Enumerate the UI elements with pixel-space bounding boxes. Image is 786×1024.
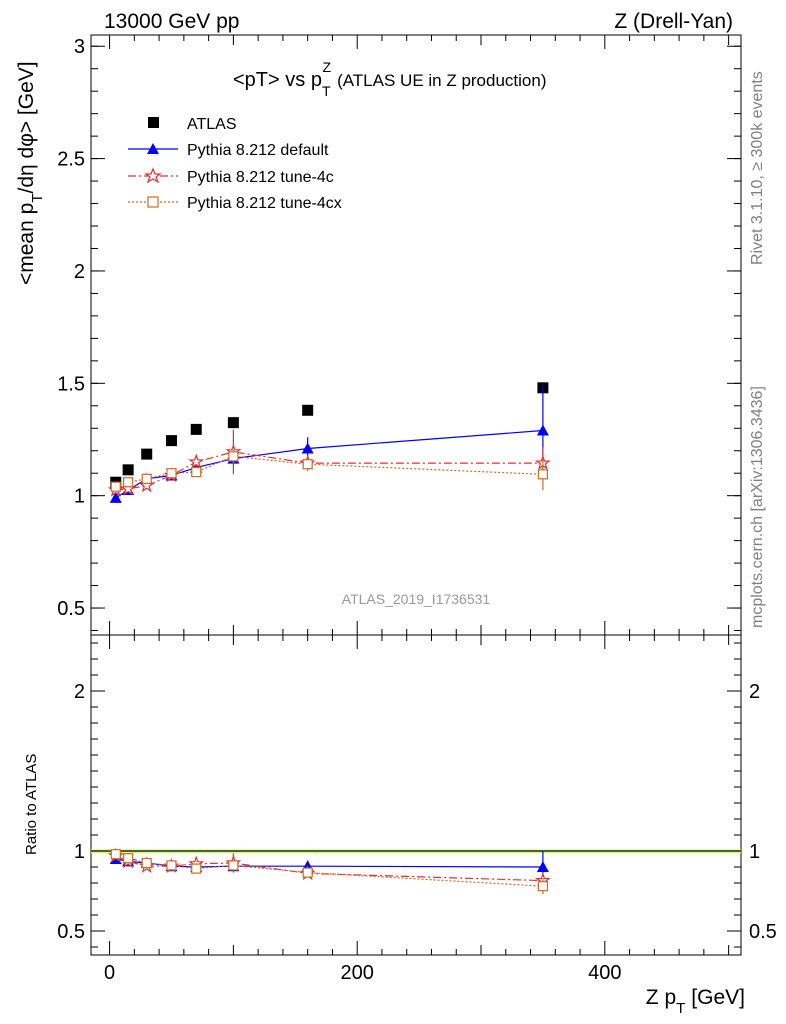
main-y-axis-ticks: 0.5 1 1.5 2 2.5 3 — [57, 36, 741, 632]
main-point-pythia-8-212-tune-4cx — [191, 466, 202, 478]
main-series-pythia-8-212-tune-4cx — [110, 449, 549, 492]
ratio-line-pythia-8-212-tune-4cx — [115, 853, 543, 887]
ratio-y-tick-label: 1 — [74, 841, 85, 863]
legend-atlas-label: ATLAS — [187, 116, 237, 133]
rivet-version-label: Rivet 3.1.10, ≥ 300k events — [749, 71, 766, 265]
ratio-point-pythia-8-212-tune-4cx — [110, 849, 121, 860]
ratio-point-pythia-8-212-tune-4cx — [123, 853, 134, 864]
main-line-pythia-8-212-tune-4c — [115, 451, 543, 491]
ratio-point-pythia-8-212-tune-4cx — [537, 881, 549, 892]
ratio-y-tick-label-right: 1 — [749, 841, 760, 863]
ratio-y-axis-label: Ratio to ATLAS — [23, 754, 40, 855]
main-point-pythia-8-212-tune-4cx — [302, 459, 313, 470]
x-tick-label: 200 — [341, 962, 374, 984]
main-y-tick-label: 0.5 — [57, 598, 85, 620]
main-point-pythia-8-212-tune-4cx — [537, 469, 549, 480]
legend-entry-pythia-default: Pythia 8.212 default — [128, 142, 329, 159]
main-plot-panel: 0.5 1 1.5 2 2.5 3 <pT> vs pTZ(ATLAS UE in Z p… — [15, 34, 742, 636]
ratio-y-axis-ticks: 0.5 0.5 1 1 2 2 — [57, 642, 777, 948]
main-point-atlas — [302, 404, 314, 416]
mcplots-label: mcplots.cern.ch [arXiv:1306.3436] — [749, 386, 766, 628]
main-y-tick-label: 3 — [74, 36, 85, 58]
main-point-pythia-8-212-tune-4cx — [141, 473, 152, 484]
legend-default-label: Pythia 8.212 default — [187, 142, 329, 159]
main-point-atlas — [122, 464, 134, 476]
ratio-series-layer — [107, 847, 551, 895]
analysis-id-watermark: ATLAS_2019_I1736531 — [342, 591, 491, 607]
process-label: Z (Drell-Yan) — [614, 10, 733, 33]
collision-energy-label: 13000 GeV pp — [104, 10, 239, 33]
main-y-tick-label: 1.5 — [57, 373, 85, 395]
x-axis-label: Z pT [GeV] — [646, 986, 745, 1017]
ratio-y-tick-label-right: 0.5 — [749, 921, 777, 943]
ratio-point-pythia-8-212-default — [536, 861, 549, 872]
ratio-series-pythia-8-212-tune-4cx — [110, 849, 549, 895]
main-y-axis-label: <mean pT/dη dφ> [GeV] — [15, 61, 46, 285]
main-point-pythia-8-212-default — [301, 442, 314, 454]
legend-4cx-marker — [147, 196, 159, 208]
legend-entry-atlas: ATLAS — [148, 116, 237, 133]
x-axis-ticks: 0 200 400 — [104, 35, 730, 984]
legend-entry-pythia-tune-4cx: Pythia 8.212 tune-4cx — [128, 195, 342, 212]
ratio-plot-frame — [90, 634, 742, 956]
main-point-pythia-8-212-default — [109, 491, 122, 503]
ratio-point-pythia-8-212-tune-4cx — [228, 860, 239, 871]
ratio-point-pythia-8-212-tune-4cx — [141, 857, 152, 869]
ratio-point-pythia-8-212-tune-4cx — [191, 863, 202, 874]
main-y-tick-label: 2.5 — [57, 149, 85, 171]
legend-default-marker — [147, 143, 159, 154]
main-point-atlas — [227, 417, 239, 429]
legend-atlas-marker — [148, 117, 159, 128]
legend: ATLAS Pythia 8.212 default Pythia 8.212 … — [128, 116, 342, 212]
plot-title: <pT> vs pTZ(ATLAS UE in Z production) — [233, 59, 547, 99]
main-y-tick-label: 1 — [74, 486, 85, 508]
main-point-pythia-8-212-default — [536, 424, 549, 436]
ratio-plot-panel: 0.5 0.5 1 1 2 2 Ratio to ATLAS 0 200 400 Z pT [G… — [23, 35, 777, 1017]
ratio-point-pythia-8-212-tune-4cx — [302, 867, 313, 878]
main-point-pythia-8-212-tune-4cx — [166, 468, 177, 479]
ratio-y-tick-label: 2 — [74, 681, 85, 703]
main-y-tick-label: 2 — [74, 261, 85, 283]
legend-4c-marker — [144, 167, 162, 184]
main-point-atlas — [190, 423, 202, 435]
main-series-layer — [107, 382, 551, 503]
main-line-pythia-8-212-default — [115, 429, 543, 499]
main-point-pythia-8-212-tune-4c — [188, 453, 205, 469]
legend-4cx-label: Pythia 8.212 tune-4cx — [187, 195, 342, 212]
x-tick-label: 400 — [588, 962, 621, 984]
ratio-reference-band — [91, 849, 741, 854]
ratio-y-tick-label: 0.5 — [57, 921, 85, 943]
ratio-line-pythia-8-212-tune-4c — [115, 855, 543, 882]
main-point-atlas — [165, 435, 177, 447]
main-point-pythia-8-212-tune-4cx — [123, 477, 134, 488]
ratio-point-pythia-8-212-tune-4cx — [166, 860, 177, 871]
main-point-pythia-8-212-tune-4cx — [110, 481, 121, 492]
main-point-atlas — [141, 448, 153, 460]
legend-entry-pythia-tune-4c: Pythia 8.212 tune-4c — [128, 167, 334, 186]
ratio-y-tick-label-right: 2 — [749, 681, 760, 703]
main-point-pythia-8-212-tune-4cx — [228, 451, 239, 462]
legend-4c-label: Pythia 8.212 tune-4c — [187, 169, 334, 186]
x-tick-label: 0 — [104, 962, 115, 984]
